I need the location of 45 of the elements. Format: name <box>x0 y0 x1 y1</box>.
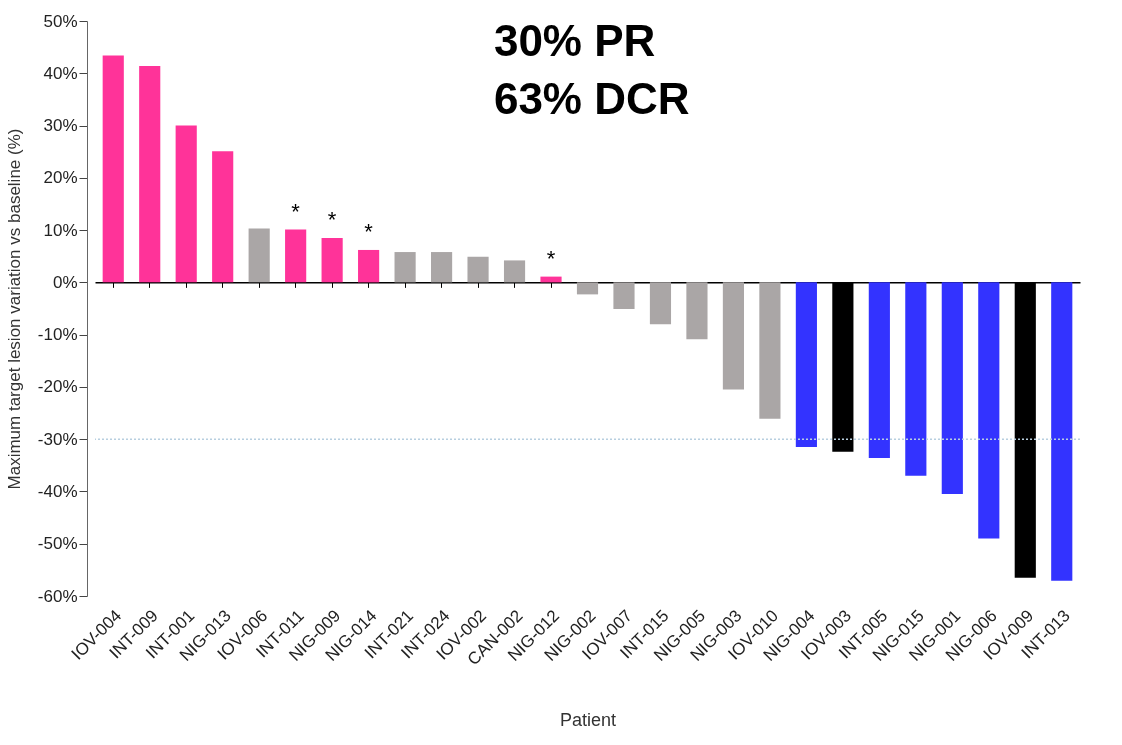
y-tick-label: 30% <box>43 116 78 136</box>
y-tick-label: -50% <box>37 534 78 554</box>
bar <box>978 282 1000 539</box>
y-tick-label: -10% <box>37 325 78 345</box>
y-tick-label: 50% <box>43 11 78 31</box>
bar <box>430 252 453 283</box>
y-tick-label: 10% <box>43 220 78 240</box>
y-tick-label: 0% <box>52 272 78 292</box>
bar <box>649 282 672 325</box>
annotation: * <box>364 218 374 244</box>
bar <box>285 229 307 283</box>
y-axis-title: Maximum target lesion variation vs baseline (%) <box>4 128 24 490</box>
y-tick-label: -20% <box>37 377 78 397</box>
bar <box>503 260 526 283</box>
bar <box>905 282 927 476</box>
annotation: 63% DCR <box>493 74 690 123</box>
bar <box>394 252 416 283</box>
bar <box>212 151 234 283</box>
bar <box>795 282 817 448</box>
bar <box>248 228 270 283</box>
y-tick-label: -30% <box>37 429 78 449</box>
bar <box>941 282 963 495</box>
annotation: * <box>546 245 556 271</box>
bar <box>467 256 489 283</box>
bar <box>868 282 890 458</box>
bar <box>540 276 562 283</box>
bar <box>759 282 781 419</box>
bar <box>613 282 635 310</box>
annotation: 30% PR <box>493 16 656 65</box>
bar <box>175 125 197 283</box>
bar <box>102 55 124 283</box>
bar <box>1051 282 1073 581</box>
y-tick-label: 20% <box>43 168 78 188</box>
y-tick-label: -60% <box>37 586 78 606</box>
bar <box>139 65 161 283</box>
bar <box>358 249 380 283</box>
bar <box>321 237 343 283</box>
annotation: * <box>291 198 301 224</box>
bar <box>686 282 708 340</box>
y-tick-label: 40% <box>43 63 78 83</box>
bar <box>576 282 599 295</box>
bar <box>722 282 745 390</box>
annotation: * <box>327 206 337 232</box>
x-axis-title: Patient <box>559 709 617 730</box>
y-tick-label: -40% <box>37 481 78 501</box>
